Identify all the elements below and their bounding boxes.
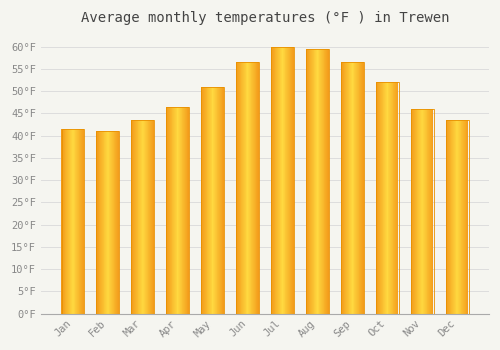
Title: Average monthly temperatures (°F ) in Trewen: Average monthly temperatures (°F ) in Tr…: [80, 11, 449, 25]
Bar: [446, 120, 468, 314]
Bar: [96, 131, 119, 314]
Bar: [306, 49, 329, 314]
Bar: [62, 129, 84, 314]
Bar: [132, 120, 154, 314]
Bar: [236, 62, 259, 314]
Bar: [271, 47, 294, 314]
Bar: [411, 109, 434, 314]
Bar: [341, 62, 363, 314]
Bar: [376, 82, 398, 314]
Bar: [166, 107, 189, 314]
Bar: [202, 87, 224, 314]
